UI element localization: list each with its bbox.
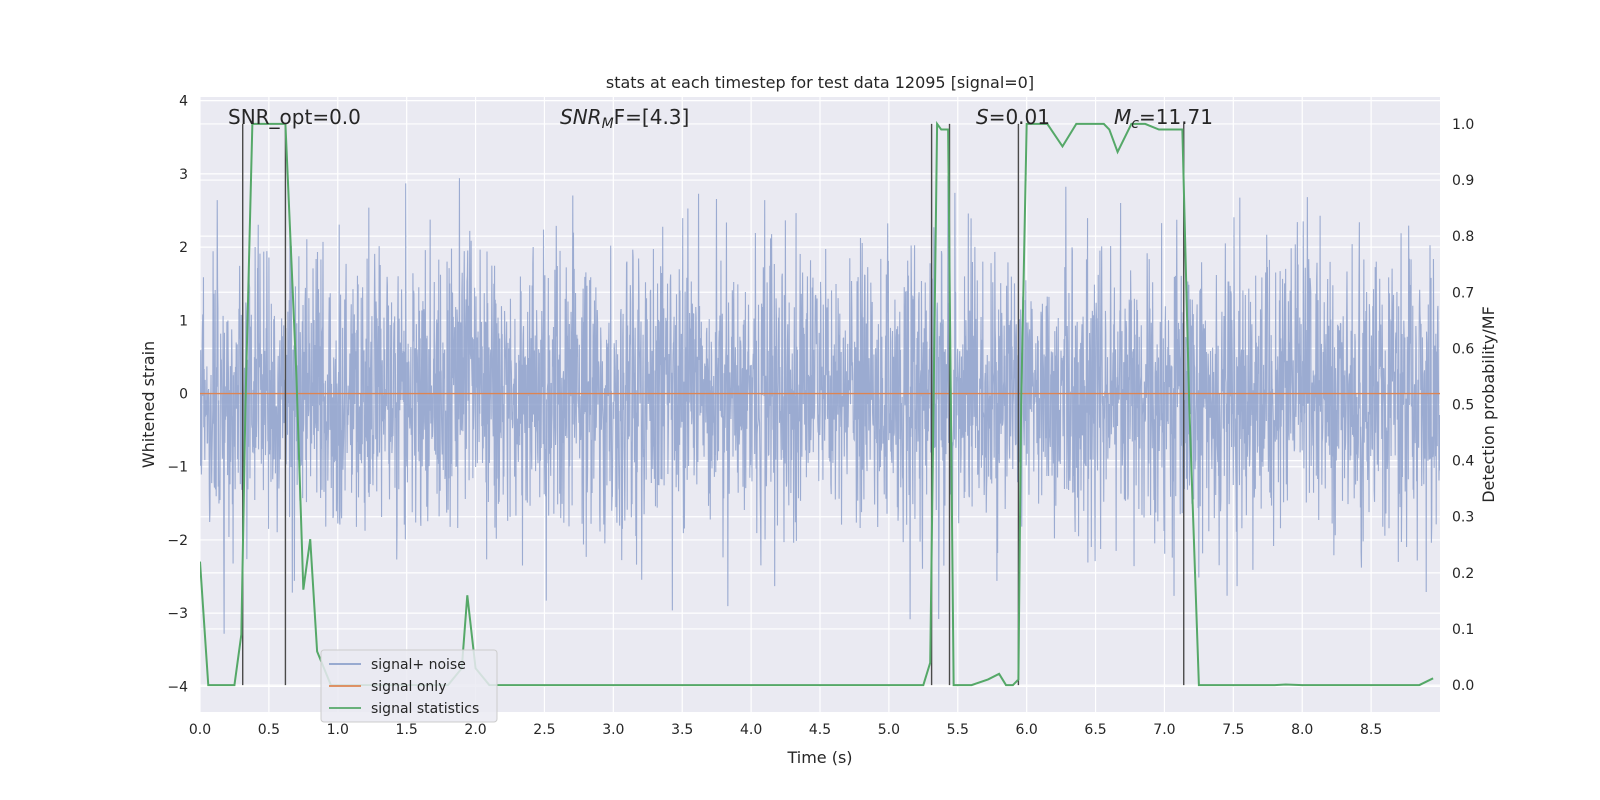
x-tick-label: 3.5 [671,722,693,738]
y2-tick-label: 1.0 [1452,117,1474,133]
legend-label-signal-noise: signal+ noise [371,657,466,673]
y-tick-label: −2 [167,533,188,549]
annotation-s-rest: =0.01 [989,105,1050,129]
y-tick-label: 3 [179,167,188,183]
y2-tick-label: 0.7 [1452,285,1474,301]
y2-axis-ticks: 0.0 0.1 0.2 0.3 0.4 0.5 0.6 0.7 0.8 0.9 1.0 [1452,117,1474,694]
y-tick-label: −4 [167,679,188,695]
x-axis-label: Time (s) [786,748,852,767]
legend-box [320,649,498,723]
annotation-mc: Mc=11.71 [1114,105,1213,132]
x-tick-label: 8.0 [1291,722,1313,738]
x-tick-label: 0.5 [258,722,280,738]
series-signal-statistics [200,120,1434,687]
x-tick-label: 5.5 [947,722,969,738]
y2-tick-label: 0.8 [1452,229,1474,245]
y2-tick-label: 0.6 [1452,341,1474,357]
y2-tick-label: 0.5 [1452,398,1474,414]
signal-statistics-line [200,120,1434,687]
x-tick-label: 3.0 [602,722,624,738]
annotation-s-main: S [976,105,989,129]
annotation-snr-mf-main: SNR [560,105,602,129]
annotation-snr-mf: SNRMF=[4.3] [560,105,689,132]
x-tick-label: 4.5 [809,722,831,738]
annotation-s: S=0.01 [976,105,1050,129]
x-tick-label: 8.5 [1360,722,1382,738]
y-tick-label: −3 [167,606,188,622]
y2-tick-label: 0.3 [1452,510,1474,526]
y-axis-label: Whitened strain [139,341,158,468]
y2-tick-label: 0.1 [1452,622,1474,638]
annotation-snr-mf-rest: F=[4.3] [614,105,690,129]
x-tick-label: 2.5 [533,722,555,738]
x-tick-label: 4.0 [740,722,762,738]
y2-tick-label: 0.4 [1452,454,1474,470]
y2-tick-label: 0.9 [1452,173,1474,189]
chart-title: stats at each timestep for test data 120… [606,73,1034,92]
x-tick-label: 1.5 [396,722,418,738]
series-signal-noise [200,176,1440,634]
annotation-snr-mf-sub: M [602,116,614,132]
legend: signal+ noise signal only signal statist… [320,649,498,723]
legend-label-signal-statistics: signal statistics [371,701,479,717]
annotation-mc-main: M [1114,105,1131,129]
y2-tick-label: 0.2 [1452,566,1474,582]
y-tick-label: 4 [179,94,188,110]
x-tick-label: 6.0 [1016,722,1038,738]
x-tick-label: 5.0 [878,722,900,738]
annotation-mc-sub: c [1131,116,1139,132]
x-tick-label: 6.5 [1084,722,1106,738]
x-tick-label: 2.0 [464,722,486,738]
y2-axis-label: Detection probability/MF [1479,306,1498,503]
x-tick-label: 1.0 [327,722,349,738]
y-tick-label: 2 [179,240,188,256]
y-tick-label: −1 [167,460,188,476]
legend-label-signal-only: signal only [371,679,446,695]
y-tick-label: 1 [179,313,188,329]
annotation-snr-opt: SNR_opt=0.0 [228,105,361,129]
x-axis-ticks: 0.0 0.5 1.0 1.5 2.0 2.5 3.0 3.5 4.0 4.5 5.0 5.5 6.0 6… [189,722,1382,738]
plot-area [200,120,1440,687]
annotation-mc-rest: =11.71 [1139,105,1213,129]
x-tick-label: 0.0 [189,722,211,738]
x-tick-label: 7.0 [1153,722,1175,738]
y-tick-label: 0 [179,387,188,403]
y2-tick-label: 0.0 [1452,678,1474,694]
y-axis-ticks: −4 −3 −2 −1 0 1 2 3 4 [167,94,188,696]
noise-line [200,176,1440,634]
x-tick-label: 7.5 [1222,722,1244,738]
